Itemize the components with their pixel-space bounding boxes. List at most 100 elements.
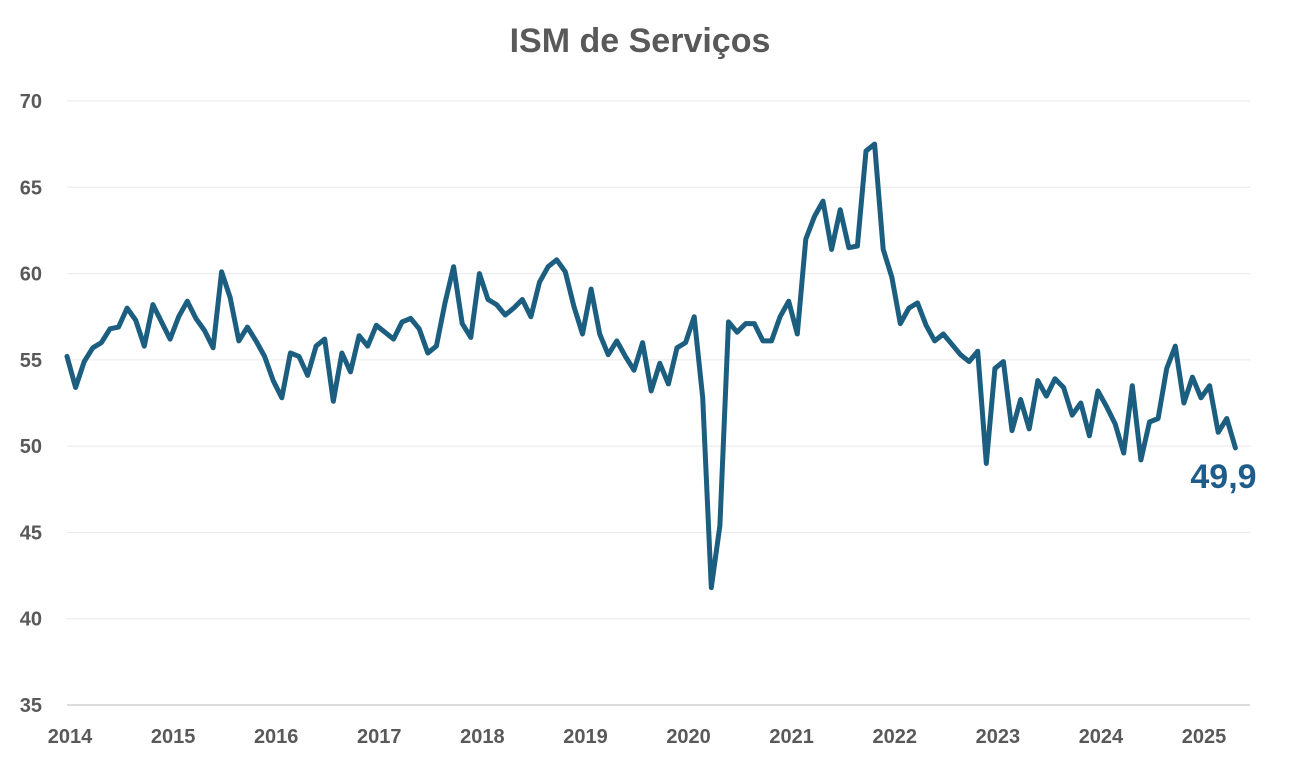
data-point bbox=[778, 315, 782, 319]
x-tick-label: 2022 bbox=[873, 726, 918, 748]
data-point bbox=[787, 299, 791, 303]
data-point bbox=[74, 386, 78, 390]
y-tick-label: 35 bbox=[20, 695, 42, 717]
data-point bbox=[426, 351, 430, 355]
data-point bbox=[649, 389, 653, 393]
data-point bbox=[666, 382, 670, 386]
y-tick-label: 45 bbox=[20, 522, 42, 544]
data-point bbox=[1010, 429, 1014, 433]
data-point bbox=[306, 373, 310, 377]
series-line bbox=[64, 141, 1238, 591]
data-point bbox=[151, 303, 155, 307]
data-point bbox=[91, 346, 95, 350]
series-layer: 49,9 bbox=[64, 141, 1257, 591]
y-tick-label: 55 bbox=[20, 350, 42, 372]
data-point bbox=[709, 586, 713, 590]
data-point bbox=[967, 360, 971, 364]
data-point bbox=[1019, 398, 1023, 402]
data-point bbox=[812, 215, 816, 219]
data-point bbox=[108, 327, 112, 331]
data-point bbox=[993, 367, 997, 371]
gridlines bbox=[67, 100, 1250, 706]
data-point bbox=[357, 334, 361, 338]
data-point bbox=[735, 330, 739, 334]
y-tick-label: 70 bbox=[20, 91, 42, 113]
data-point bbox=[916, 301, 920, 305]
data-point bbox=[495, 303, 499, 307]
data-point bbox=[718, 524, 722, 528]
data-point bbox=[701, 396, 705, 400]
data-point bbox=[314, 344, 318, 348]
data-point bbox=[1208, 384, 1212, 388]
data-point bbox=[847, 246, 851, 250]
data-point bbox=[1182, 401, 1186, 405]
data-point bbox=[529, 315, 533, 319]
data-point bbox=[1096, 389, 1100, 393]
data-point bbox=[675, 346, 679, 350]
data-point bbox=[1105, 405, 1109, 409]
data-point bbox=[727, 320, 731, 324]
data-point bbox=[1225, 417, 1229, 421]
data-point bbox=[1233, 446, 1237, 450]
data-point bbox=[898, 322, 902, 326]
data-point bbox=[606, 353, 610, 357]
data-point bbox=[503, 313, 507, 317]
data-point bbox=[254, 339, 258, 343]
data-point bbox=[168, 337, 172, 341]
chart-title: ISM de Serviços bbox=[509, 22, 771, 60]
data-point bbox=[581, 332, 585, 336]
data-point bbox=[976, 349, 980, 353]
data-point bbox=[546, 265, 550, 269]
data-point bbox=[1216, 430, 1220, 434]
data-point bbox=[512, 306, 516, 310]
data-point bbox=[744, 322, 748, 326]
y-axis-labels: 70 65 60 55 50 45 40 35 bbox=[20, 91, 42, 717]
data-point bbox=[349, 370, 353, 374]
x-tick-label: 2016 bbox=[254, 726, 299, 748]
data-point bbox=[134, 318, 138, 322]
data-point bbox=[632, 368, 636, 372]
data-point bbox=[486, 298, 490, 302]
data-point bbox=[538, 280, 542, 284]
y-tick-label: 40 bbox=[20, 609, 42, 631]
data-point bbox=[950, 342, 954, 346]
data-point bbox=[237, 339, 241, 343]
data-point bbox=[555, 258, 559, 262]
data-point bbox=[1079, 401, 1083, 405]
data-point bbox=[1139, 458, 1143, 462]
data-point bbox=[99, 341, 103, 345]
y-tick-label: 65 bbox=[20, 177, 42, 199]
data-point bbox=[830, 247, 834, 251]
x-tick-label: 2017 bbox=[357, 726, 402, 748]
data-point bbox=[1148, 420, 1152, 424]
y-tick-label: 60 bbox=[20, 264, 42, 286]
x-tick-label: 2023 bbox=[976, 726, 1021, 748]
x-tick-label: 2014 bbox=[48, 726, 93, 748]
data-point bbox=[280, 396, 284, 400]
data-point bbox=[692, 315, 696, 319]
data-point bbox=[142, 344, 146, 348]
data-point bbox=[572, 304, 576, 308]
data-point bbox=[1070, 413, 1074, 417]
data-point bbox=[160, 320, 164, 324]
data-point bbox=[641, 341, 645, 345]
data-point bbox=[271, 379, 275, 383]
data-point bbox=[1044, 394, 1048, 398]
data-point bbox=[1036, 379, 1040, 383]
data-point bbox=[924, 323, 928, 327]
data-point bbox=[434, 344, 438, 348]
data-point bbox=[959, 353, 963, 357]
x-tick-label: 2025 bbox=[1182, 726, 1227, 748]
data-point bbox=[1053, 377, 1057, 381]
data-point bbox=[297, 354, 301, 358]
data-point bbox=[770, 339, 774, 343]
data-point bbox=[194, 316, 198, 320]
data-point bbox=[366, 344, 370, 348]
data-point bbox=[1199, 396, 1203, 400]
data-point bbox=[409, 316, 413, 320]
data-point bbox=[907, 306, 911, 310]
data-point bbox=[1062, 386, 1066, 390]
data-point bbox=[598, 332, 602, 336]
data-point bbox=[323, 337, 327, 341]
